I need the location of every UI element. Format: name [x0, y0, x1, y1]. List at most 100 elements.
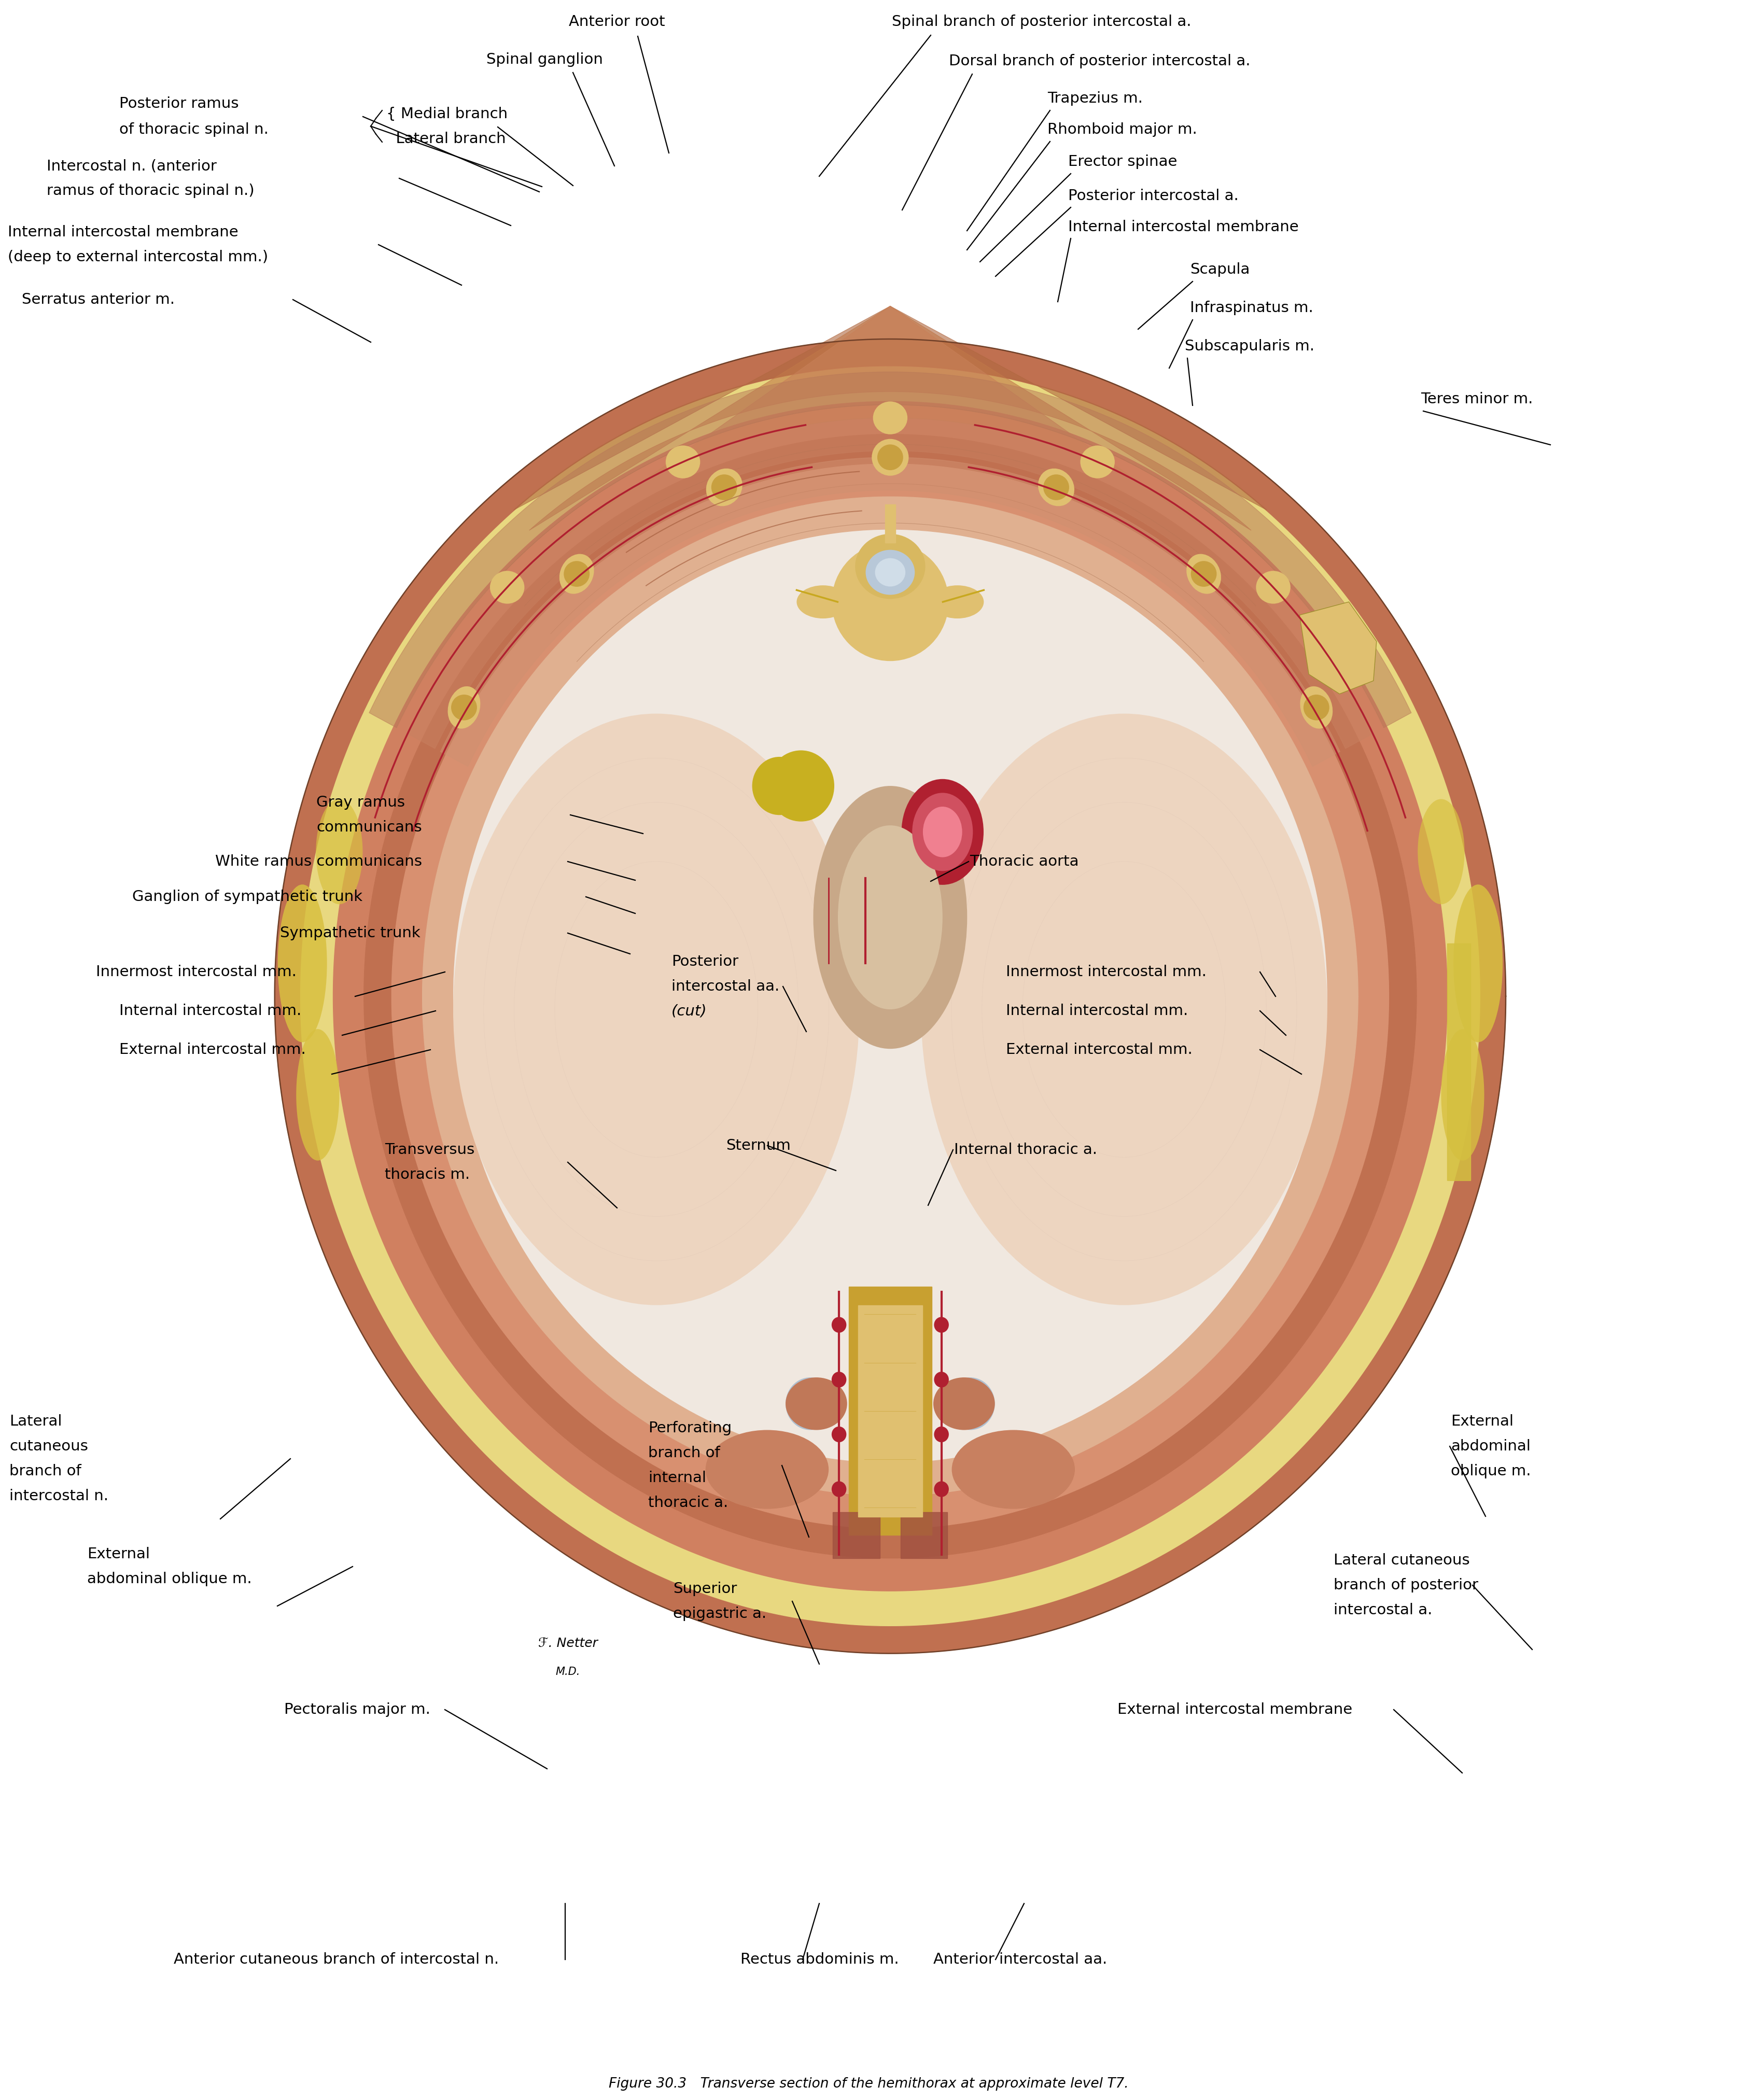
Ellipse shape: [874, 401, 907, 435]
Ellipse shape: [865, 550, 915, 594]
Polygon shape: [408, 418, 1372, 748]
Ellipse shape: [665, 445, 700, 479]
Bar: [849, 1287, 931, 1535]
Text: External intercostal membrane: External intercostal membrane: [1117, 1703, 1353, 1718]
Text: intercostal n.: intercostal n.: [9, 1489, 108, 1504]
Ellipse shape: [785, 1378, 848, 1430]
Text: Posterior: Posterior: [672, 953, 738, 968]
Ellipse shape: [832, 1426, 846, 1443]
Ellipse shape: [705, 468, 742, 506]
Text: ℱ. Netter: ℱ. Netter: [538, 1638, 598, 1648]
Ellipse shape: [1080, 445, 1115, 479]
Text: Lateral branch: Lateral branch: [386, 132, 505, 147]
Text: External: External: [87, 1548, 149, 1562]
Ellipse shape: [1417, 800, 1464, 905]
Polygon shape: [274, 338, 1506, 1653]
Ellipse shape: [705, 1430, 829, 1510]
Ellipse shape: [912, 794, 973, 872]
Ellipse shape: [274, 338, 1506, 1653]
Ellipse shape: [1192, 561, 1216, 586]
Ellipse shape: [935, 1371, 948, 1388]
Text: External: External: [1450, 1413, 1513, 1428]
Ellipse shape: [768, 750, 834, 821]
Ellipse shape: [785, 1378, 835, 1430]
Text: Anterior intercostal aa.: Anterior intercostal aa.: [933, 1953, 1106, 1968]
Text: Internal intercostal membrane: Internal intercostal membrane: [1068, 220, 1299, 235]
Bar: [858, 1304, 922, 1516]
Text: Sternum: Sternum: [726, 1138, 790, 1153]
Text: M.D.: M.D.: [556, 1667, 580, 1678]
Text: Trapezius m.: Trapezius m.: [1047, 90, 1143, 105]
Polygon shape: [391, 464, 1390, 1529]
Bar: [902, 1512, 947, 1558]
Text: Perforating: Perforating: [648, 1422, 731, 1436]
Text: cutaneous: cutaneous: [9, 1439, 89, 1453]
Text: (cut): (cut): [672, 1004, 707, 1018]
Text: Rhomboid major m.: Rhomboid major m.: [1047, 122, 1197, 136]
Polygon shape: [365, 435, 1416, 1558]
Text: Internal intercostal mm.: Internal intercostal mm.: [120, 1004, 302, 1018]
Ellipse shape: [877, 445, 903, 470]
Text: Subscapularis m.: Subscapularis m.: [1185, 338, 1315, 353]
Text: (deep to external intercostal mm.): (deep to external intercostal mm.): [7, 250, 267, 265]
Ellipse shape: [935, 1480, 948, 1497]
Ellipse shape: [752, 756, 806, 815]
Ellipse shape: [832, 1480, 846, 1497]
Text: Innermost intercostal mm.: Innermost intercostal mm.: [1006, 964, 1207, 979]
Ellipse shape: [1299, 687, 1332, 729]
Text: branch of: branch of: [9, 1464, 82, 1478]
Text: intercostal a.: intercostal a.: [1334, 1602, 1433, 1617]
Ellipse shape: [902, 779, 983, 884]
Text: { Medial branch: { Medial branch: [386, 107, 507, 122]
Ellipse shape: [453, 529, 1327, 1464]
Bar: [884, 504, 896, 542]
Text: Internal intercostal membrane: Internal intercostal membrane: [7, 225, 238, 239]
Text: thoracic a.: thoracic a.: [648, 1495, 728, 1510]
Polygon shape: [334, 401, 1447, 1592]
Text: epigastric a.: epigastric a.: [672, 1606, 766, 1621]
Ellipse shape: [855, 533, 926, 598]
Text: Ganglion of sympathetic trunk: Ganglion of sympathetic trunk: [132, 890, 363, 905]
Text: thoracis m.: thoracis m.: [384, 1168, 469, 1182]
Ellipse shape: [565, 561, 589, 586]
Text: Anterior root: Anterior root: [570, 15, 665, 29]
Ellipse shape: [922, 806, 962, 857]
Ellipse shape: [1039, 468, 1075, 506]
Text: communicans: communicans: [316, 821, 422, 834]
Polygon shape: [545, 307, 1235, 550]
Text: Teres minor m.: Teres minor m.: [1421, 393, 1534, 407]
Text: intercostal aa.: intercostal aa.: [672, 979, 780, 993]
Text: of thoracic spinal n.: of thoracic spinal n.: [120, 122, 269, 136]
Text: branch of: branch of: [648, 1445, 721, 1459]
Text: Spinal branch of posterior intercostal a.: Spinal branch of posterior intercostal a…: [891, 15, 1192, 29]
Text: Anterior cutaneous branch of intercostal n.: Anterior cutaneous branch of intercostal…: [174, 1953, 499, 1968]
Text: External intercostal mm.: External intercostal mm.: [120, 1042, 306, 1056]
Text: White ramus communicans: White ramus communicans: [215, 855, 422, 869]
Text: oblique m.: oblique m.: [1450, 1464, 1530, 1478]
Ellipse shape: [797, 586, 849, 619]
Bar: [1447, 943, 1471, 1180]
Text: abdominal: abdominal: [1450, 1439, 1530, 1453]
Ellipse shape: [832, 542, 948, 662]
Text: Spinal ganglion: Spinal ganglion: [486, 52, 603, 67]
Text: Posterior intercostal a.: Posterior intercostal a.: [1068, 189, 1238, 204]
Ellipse shape: [933, 1378, 995, 1430]
Text: Superior: Superior: [672, 1581, 736, 1596]
Ellipse shape: [1303, 695, 1329, 720]
Ellipse shape: [832, 1317, 846, 1333]
Polygon shape: [530, 307, 1251, 531]
Text: Figure 30.3  Transverse section of the hemithorax at approximate level T7.: Figure 30.3 Transverse section of the he…: [608, 2077, 1129, 2092]
Ellipse shape: [935, 1317, 948, 1333]
Text: Pectoralis major m.: Pectoralis major m.: [285, 1703, 431, 1718]
Text: Lateral cutaneous: Lateral cutaneous: [1334, 1554, 1470, 1567]
Text: Erector spinae: Erector spinae: [1068, 155, 1178, 168]
Ellipse shape: [952, 1430, 1075, 1510]
Text: Infraspinatus m.: Infraspinatus m.: [1190, 300, 1313, 315]
Ellipse shape: [875, 559, 905, 586]
Text: Innermost intercostal mm.: Innermost intercostal mm.: [96, 964, 297, 979]
Ellipse shape: [297, 1029, 339, 1161]
Ellipse shape: [1454, 884, 1503, 1042]
Ellipse shape: [813, 785, 968, 1048]
Text: Serratus anterior m.: Serratus anterior m.: [23, 292, 175, 307]
Text: Internal intercostal mm.: Internal intercostal mm.: [1006, 1004, 1188, 1018]
